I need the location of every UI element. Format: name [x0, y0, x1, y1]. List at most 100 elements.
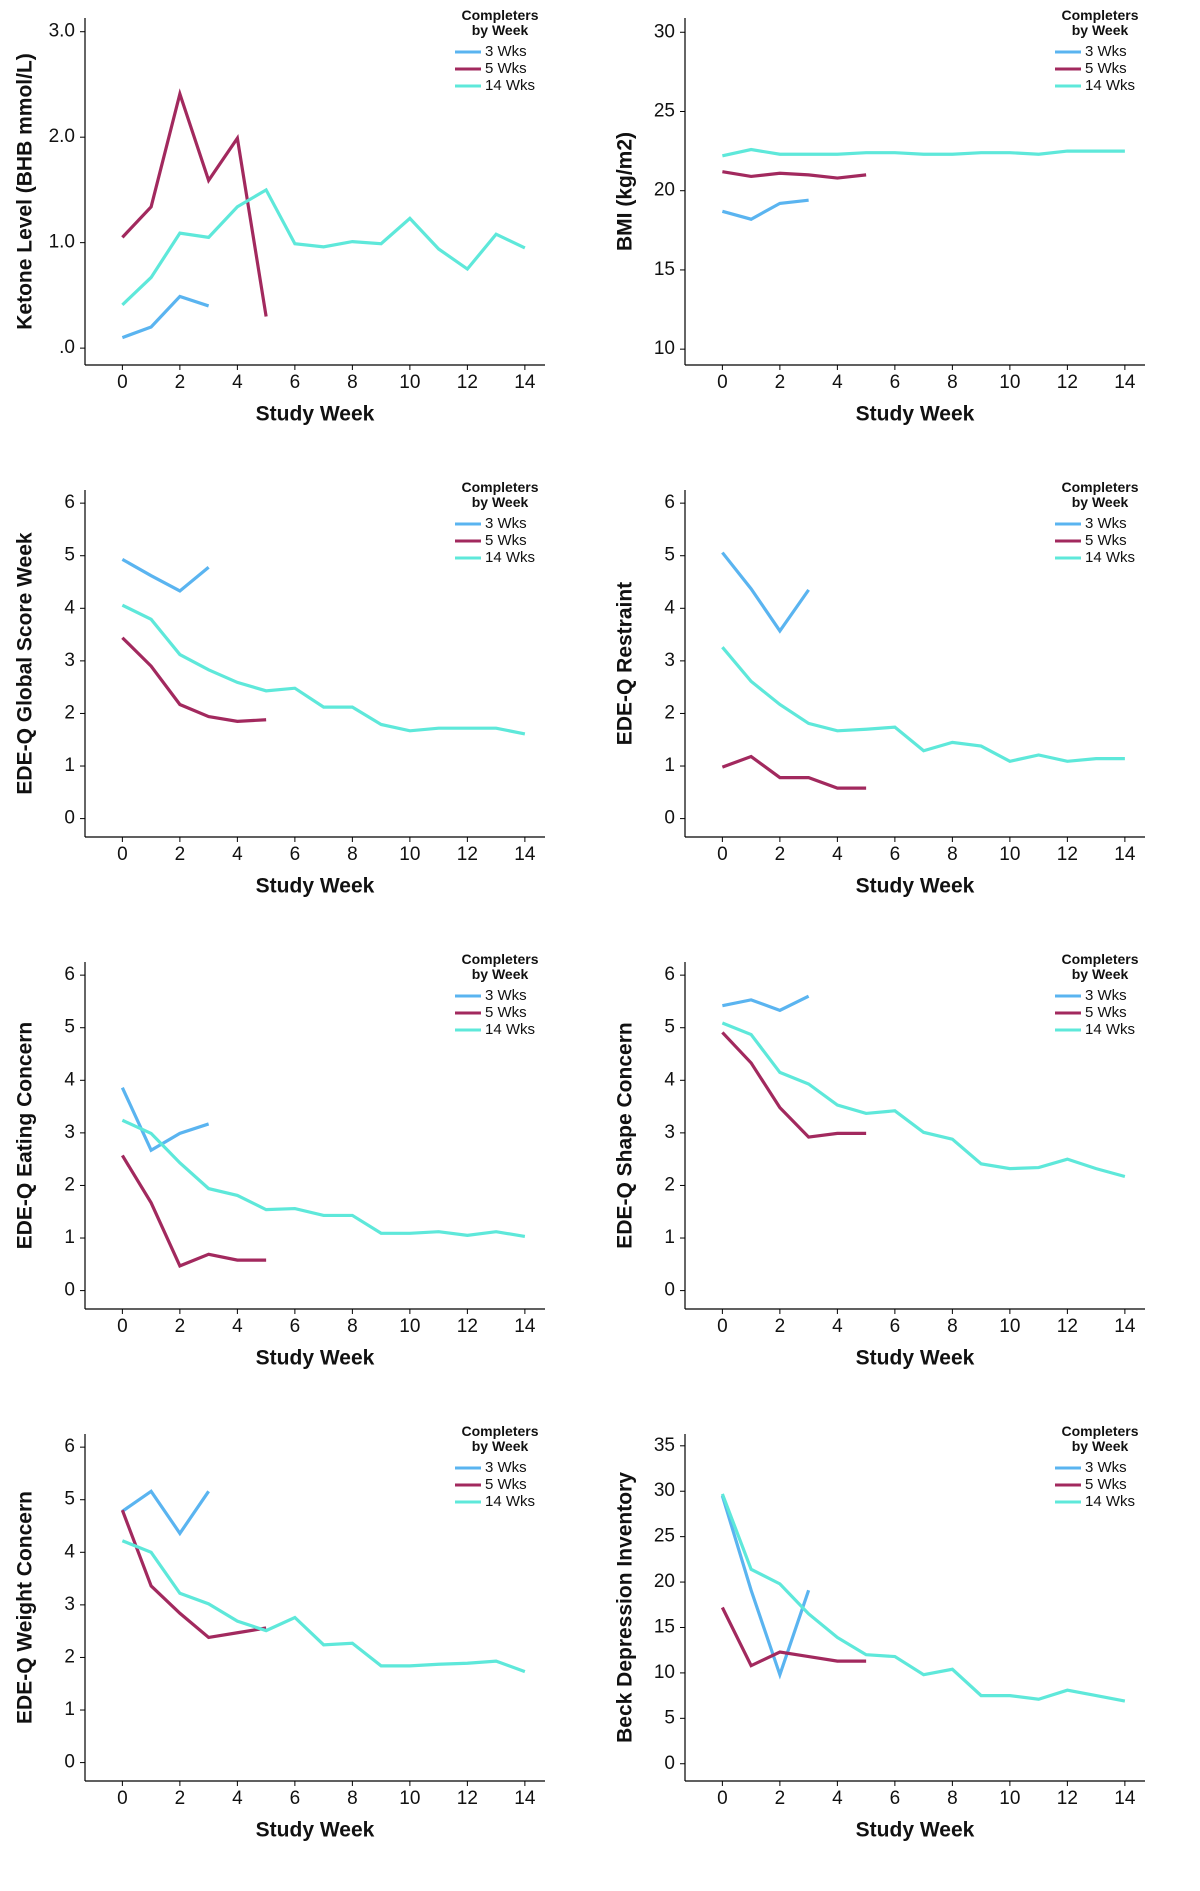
x-axis-title: Study Week: [856, 1347, 975, 1370]
y-axis-title: BMI (kg/m2): [614, 132, 637, 251]
legend-label: 3 Wks: [485, 987, 527, 1004]
y-tick-label: 2: [64, 1646, 75, 1667]
x-tick-label: 8: [347, 1316, 358, 1337]
series-line: [721, 198, 809, 221]
x-tick-label: 8: [347, 1788, 358, 1809]
legend-label: 5 Wks: [485, 1476, 527, 1493]
legend-title: Completers by Week: [461, 479, 538, 510]
x-tick-label: 10: [999, 844, 1020, 865]
y-tick-label: 2: [64, 1174, 75, 1195]
legend-label: 14 Wks: [1085, 1493, 1135, 1510]
legend-label: 14 Wks: [485, 1493, 535, 1510]
x-tick-label: 4: [832, 372, 843, 393]
x-tick-label: 0: [117, 372, 128, 393]
y-tick-label: 4: [64, 1069, 75, 1090]
x-tick-label: 10: [999, 1788, 1020, 1809]
x-tick-label: 14: [514, 844, 536, 865]
y-tick-label: 25: [654, 100, 675, 121]
x-tick-label: 0: [117, 1316, 128, 1337]
y-tick-label: 20: [654, 180, 675, 201]
y-axis-title: EDE-Q Shape Concern: [614, 1022, 637, 1248]
series-line: [720, 1493, 1126, 1703]
chart: 10 15 20 25 30 0 2 4 6 8 10 12 14 Study Week BMI (kg/m…: [614, 7, 1145, 426]
x-tick-label: 2: [775, 372, 786, 393]
x-axis-title: Study Week: [256, 403, 375, 426]
y-tick-label: 3.0: [49, 21, 75, 42]
x-tick-label: 0: [117, 844, 128, 865]
y-axis-title: EDE-Q Eating Concern: [14, 1022, 37, 1250]
series-line: [720, 1495, 811, 1680]
legend-label: 5 Wks: [1085, 1476, 1127, 1493]
series-line: [121, 187, 526, 307]
y-tick-label: 25: [654, 1526, 675, 1547]
y-tick-label: 2: [664, 702, 675, 723]
legend-label: 3 Wks: [1085, 1459, 1127, 1476]
legend-label: 3 Wks: [485, 515, 527, 532]
legend-label: 14 Wks: [1085, 1021, 1135, 1038]
x-axis-title: Study Week: [856, 403, 975, 426]
y-tick-label: .0: [59, 337, 75, 358]
legend-label: 5 Wks: [485, 60, 527, 77]
series-line: [720, 1606, 867, 1668]
series-line: [721, 646, 1125, 763]
legend-title: Completers by Week: [461, 1423, 538, 1454]
y-tick-label: 3: [664, 650, 675, 671]
legend-label: 14 Wks: [1085, 77, 1135, 94]
legend-label: 5 Wks: [1085, 1004, 1127, 1021]
legend-label: 3 Wks: [1085, 515, 1127, 532]
y-tick-label: 5: [64, 545, 75, 566]
y-tick-label: 1: [664, 755, 675, 776]
x-axis-title: Study Week: [256, 1819, 375, 1842]
series-line: [121, 558, 210, 593]
y-tick-label: 1: [64, 1227, 75, 1248]
x-tick-label: 4: [232, 1788, 243, 1809]
series-line: [722, 170, 867, 180]
series-line: [121, 603, 526, 736]
series-line: [121, 1154, 267, 1268]
x-tick-label: 2: [775, 1788, 786, 1809]
series-line: [120, 1509, 267, 1640]
x-tick-label: 2: [775, 1316, 786, 1337]
x-tick-label: 6: [890, 1316, 901, 1337]
x-tick-label: 12: [1057, 844, 1078, 865]
x-axis-title: Study Week: [856, 1819, 975, 1842]
series-line: [722, 994, 810, 1013]
y-tick-label: 6: [64, 964, 75, 985]
x-tick-label: 12: [1057, 1316, 1078, 1337]
y-tick-label: 5: [64, 1017, 75, 1038]
legend-title: Completers by Week: [461, 7, 538, 38]
series-line: [721, 551, 810, 634]
series-line: [120, 1086, 210, 1153]
x-tick-label: 6: [890, 372, 901, 393]
y-tick-label: 0: [664, 808, 675, 829]
y-tick-label: 0: [664, 1280, 675, 1301]
y-tick-label: 6: [664, 964, 675, 985]
legend-title: Completers by Week: [1061, 7, 1138, 38]
y-tick-label: 4: [64, 1541, 75, 1562]
y-tick-label: 6: [64, 492, 75, 513]
x-tick-label: 12: [457, 844, 478, 865]
x-tick-label: 6: [290, 844, 301, 865]
y-tick-label: 2: [664, 1174, 675, 1195]
y-tick-label: 4: [664, 597, 675, 618]
chart: 0 5 10 15 20 25 30 35 0 2 4 6 8 10 12 14 Study Week Beck …: [614, 1423, 1145, 1842]
x-tick-label: 8: [947, 1788, 958, 1809]
y-tick-label: 30: [654, 21, 675, 42]
x-tick-label: 12: [457, 1316, 478, 1337]
x-axis-title: Study Week: [256, 875, 375, 898]
series-line: [121, 294, 210, 340]
x-tick-label: 0: [717, 372, 728, 393]
legend-label: 3 Wks: [1085, 987, 1127, 1004]
series-line: [121, 1539, 526, 1674]
legend-title: Completers by Week: [1061, 951, 1138, 982]
y-tick-label: 1: [64, 755, 75, 776]
y-tick-label: 4: [664, 1069, 675, 1090]
series-line: [721, 754, 867, 790]
y-tick-label: 15: [654, 259, 675, 280]
series-line: [121, 88, 268, 317]
legend-label: 14 Wks: [485, 77, 535, 94]
x-tick-label: 10: [999, 372, 1020, 393]
